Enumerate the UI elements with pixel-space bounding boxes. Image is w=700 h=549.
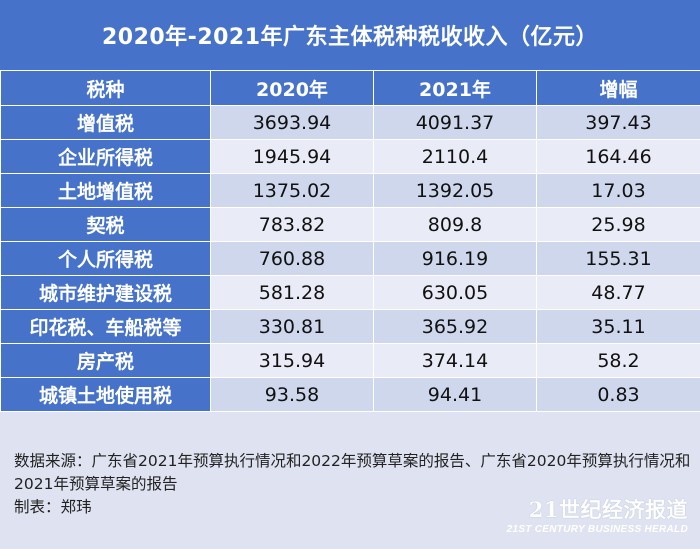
table-cell: 916.19 [373,241,537,276]
table-row: 城市维护建设税 581.28 630.05 48.77 [0,275,700,310]
table-cell: 0.83 [536,377,700,412]
logo-english-text: 21ST CENTURY BUSINESS HERALD [506,524,688,535]
column-header: 2020年 [210,70,374,106]
row-header-cell: 印花税、车船税等 [0,309,211,344]
row-header-cell: 增值税 [0,105,211,140]
column-header: 增幅 [536,70,700,106]
table-cell: 48.77 [536,275,700,310]
table-cell: 315.94 [210,343,374,378]
tax-revenue-table: 税种 2020年 2021年 增幅 增值税 3693.94 4091.37 397.4… [0,70,700,412]
table-cell: 1945.94 [210,139,374,174]
row-header-cell: 企业所得税 [0,139,211,174]
table-cell: 809.8 [373,207,537,242]
table-cell: 783.82 [210,207,374,242]
table-cell: 93.58 [210,377,374,412]
table-cell: 1392.05 [373,173,537,208]
table-row: 印花税、车船税等 330.81 365.92 35.11 [0,309,700,344]
table-cell: 374.14 [373,343,537,378]
source-note: 数据来源：广东省2021年预算执行情况和2022年预算草案的报告、广东省2020… [14,452,691,493]
table-cell: 155.31 [536,241,700,276]
table-cell: 330.81 [210,309,374,344]
table-row: 城镇土地使用税 93.58 94.41 0.83 [0,377,700,412]
table-title: 2020年-2021年广东主体税种税收收入（亿元） [0,0,700,70]
table-cell: 630.05 [373,275,537,310]
table-cell: 760.88 [210,241,374,276]
table-cell: 94.41 [373,377,537,412]
table-cell: 581.28 [210,275,374,310]
table-cell: 35.11 [536,309,700,344]
table-cell: 1375.02 [210,173,374,208]
table-row: 企业所得税 1945.94 2110.4 164.46 [0,139,700,174]
row-header-cell: 契税 [0,207,211,242]
row-header-cell: 城镇土地使用税 [0,377,211,412]
table-cell: 25.98 [536,207,700,242]
table-cell: 365.92 [373,309,537,344]
publisher-logo: 21世纪经济报道 21ST CENTURY BUSINESS HERALD [507,494,688,535]
row-header-cell: 土地增值税 [0,173,211,208]
table-cell: 2110.4 [373,139,537,174]
table-cell: 4091.37 [373,105,537,140]
table-cell: 397.43 [536,105,700,140]
table-row: 契税 783.82 809.8 25.98 [0,207,700,242]
footnotes: 数据来源：广东省2021年预算执行情况和2022年预算草案的报告、广东省2020… [14,450,694,519]
author-note: 制表：郑玮 [14,498,92,516]
table-body: 增值税 3693.94 4091.37 397.43 企业所得税 1945.94 2110.… [0,105,700,412]
column-header: 2021年 [373,70,537,106]
column-header: 税种 [0,70,211,106]
table-header-row: 税种 2020年 2021年 增幅 [0,70,700,106]
row-header-cell: 房产税 [0,343,211,378]
row-header-cell: 城市维护建设税 [0,275,211,310]
table-row: 房产税 315.94 374.14 58.2 [0,343,700,378]
table-cell: 3693.94 [210,105,374,140]
table-row: 土地增值税 1375.02 1392.05 17.03 [0,173,700,208]
table-cell: 164.46 [536,139,700,174]
logo-chinese-text: 21世纪经济报道 [528,497,688,522]
table-row: 增值税 3693.94 4091.37 397.43 [0,105,700,140]
table-cell: 58.2 [536,343,700,378]
table-row: 个人所得税 760.88 916.19 155.31 [0,241,700,276]
row-header-cell: 个人所得税 [0,241,211,276]
table-cell: 17.03 [536,173,700,208]
